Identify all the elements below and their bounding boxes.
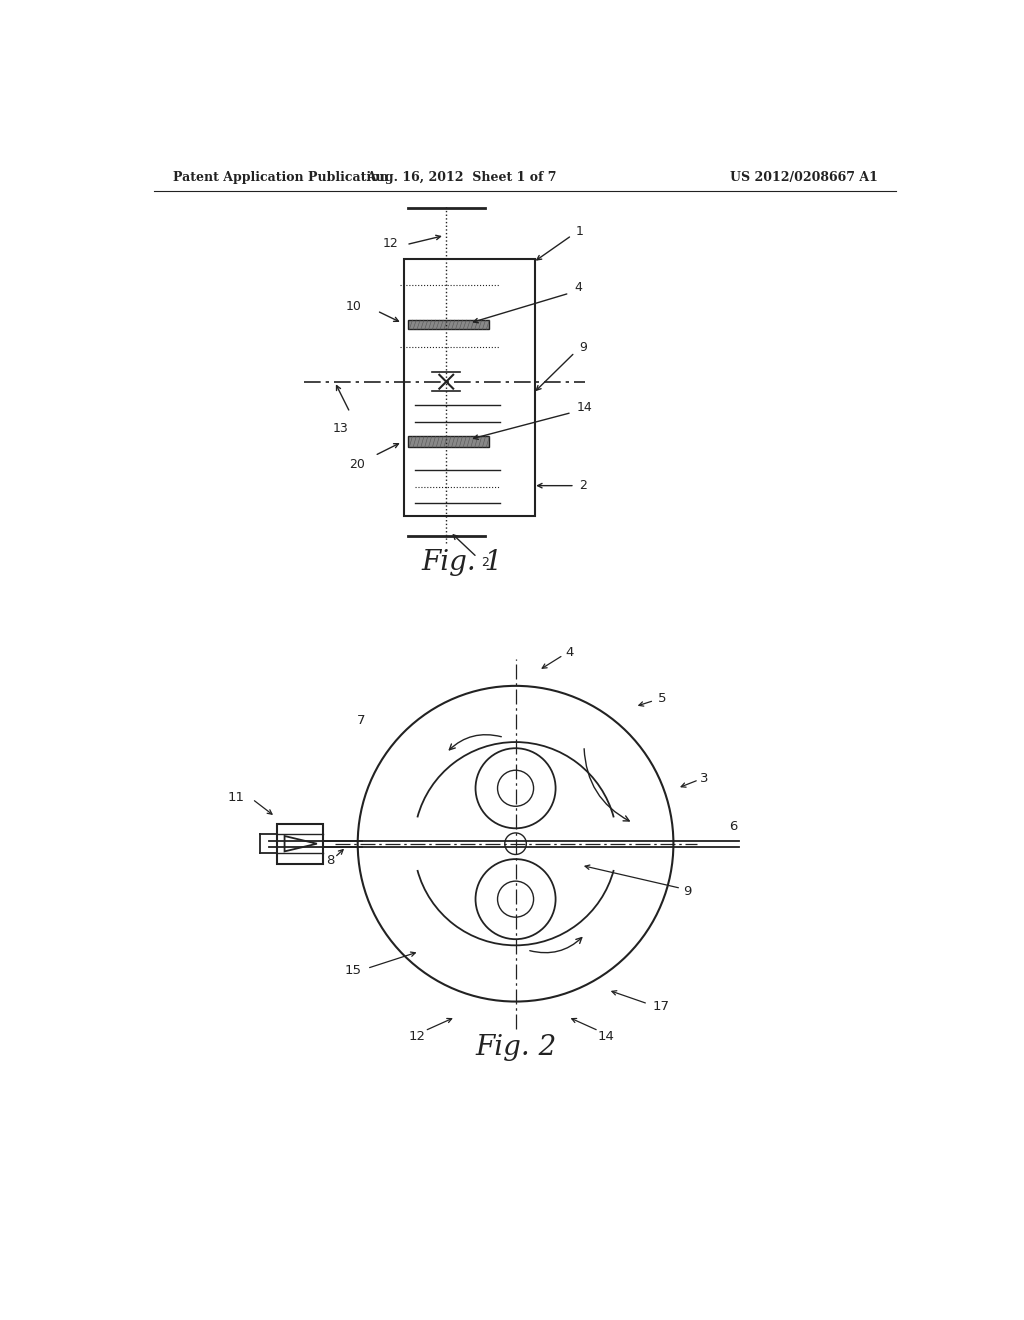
- Text: 20: 20: [349, 458, 366, 471]
- Text: 6: 6: [730, 820, 738, 833]
- Text: 12: 12: [383, 236, 398, 249]
- Text: 4: 4: [565, 647, 574, 659]
- Text: 14: 14: [598, 1030, 614, 1043]
- Text: 9: 9: [580, 341, 588, 354]
- Text: 9: 9: [683, 884, 692, 898]
- Bar: [408, 321, 488, 330]
- Text: 15: 15: [344, 964, 361, 977]
- Text: 10: 10: [346, 300, 361, 313]
- Text: 4: 4: [574, 281, 583, 294]
- Text: 11: 11: [227, 791, 245, 804]
- Text: 13: 13: [333, 422, 348, 434]
- Text: 2: 2: [481, 556, 488, 569]
- Text: 17: 17: [652, 1001, 670, 1014]
- Text: 5: 5: [658, 693, 667, 705]
- Text: 8: 8: [327, 854, 335, 867]
- Bar: [403, 259, 535, 516]
- Text: 14: 14: [577, 400, 592, 413]
- Text: 2: 2: [580, 479, 588, 492]
- Text: 1: 1: [575, 224, 584, 238]
- Text: 3: 3: [700, 772, 709, 785]
- Text: Fig. 2: Fig. 2: [475, 1035, 556, 1061]
- Bar: [276, 824, 323, 863]
- Text: 7: 7: [357, 714, 366, 727]
- Bar: [408, 437, 488, 447]
- Text: Aug. 16, 2012  Sheet 1 of 7: Aug. 16, 2012 Sheet 1 of 7: [367, 172, 557, 185]
- Text: US 2012/0208667 A1: US 2012/0208667 A1: [729, 172, 878, 185]
- Text: Patent Application Publication: Patent Application Publication: [173, 172, 388, 185]
- Text: Fig. 1: Fig. 1: [421, 549, 503, 576]
- Text: 12: 12: [409, 1030, 426, 1043]
